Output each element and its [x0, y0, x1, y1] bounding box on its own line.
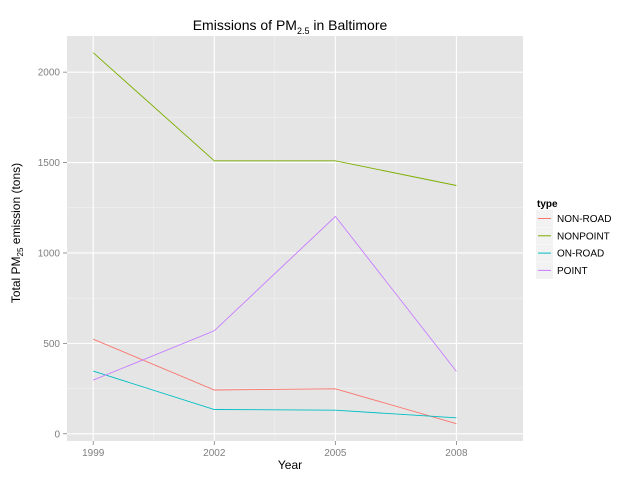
series-line-on-road [93, 370, 457, 419]
series-lines [92, 52, 457, 425]
panel-background [67, 36, 523, 441]
x-axis-ticks: 1999 2002 2005 2008 [82, 441, 468, 459]
grid-lines [67, 36, 523, 441]
y-axis-ticks: 0 500 1000 1500 2000 [38, 68, 67, 440]
legend-title: type [537, 199, 558, 210]
legend-label-on-road: ON-ROAD [557, 249, 604, 260]
chart-title: Emissions of PM2.5 in Baltimore [193, 17, 388, 36]
x-tick-label: 2005 [324, 448, 347, 459]
legend: type NON-ROAD NONPOINT ON-ROAD POINT [536, 199, 611, 279]
x-tick-label: 2002 [203, 448, 226, 459]
y-tick-label: 1500 [38, 158, 61, 169]
y-tick-label: 2000 [38, 68, 61, 79]
x-tick-label: 1999 [82, 448, 105, 459]
legend-label-non-road: NON-ROAD [557, 214, 611, 225]
y-axis-title: Total PM25 emission (tons) [9, 163, 25, 303]
y-tick-label: 1000 [38, 248, 61, 259]
series-line-point [93, 215, 457, 381]
series-line-non-road [93, 338, 457, 425]
plot-panel [67, 36, 523, 441]
series-line-nonpoint [92, 52, 457, 186]
x-axis-title: Year [278, 458, 302, 472]
legend-label-point: POINT [557, 266, 588, 277]
y-tick-label: 500 [43, 339, 60, 350]
y-tick-label: 0 [54, 429, 60, 440]
x-tick-label: 2008 [445, 448, 468, 459]
legend-label-nonpoint: NONPOINT [557, 231, 610, 242]
